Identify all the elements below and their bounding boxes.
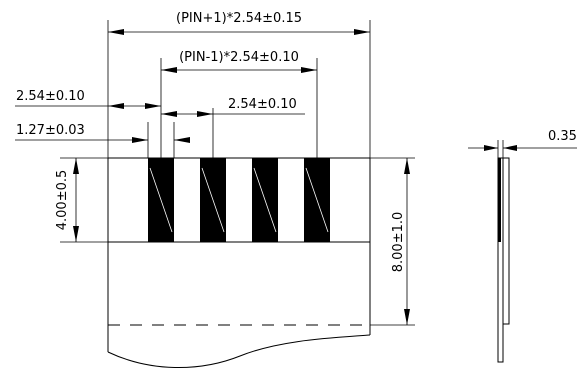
dim-overall-width: (PIN+1)*2.54±0.15: [108, 11, 370, 35]
cable-front-view: [107, 157, 371, 368]
pad-width-label: 1.27±0.03: [16, 123, 85, 138]
dim-pad-width: 1.27±0.03: [15, 123, 190, 143]
overall-width-label: (PIN+1)*2.54±0.15: [176, 11, 302, 26]
contact-pad-2: [200, 158, 226, 242]
side-view-stiffener: [502, 157, 510, 325]
cable-side-view: 0.35: [468, 129, 577, 363]
dim-contact-length: 8.00±1.0: [391, 158, 410, 325]
contact-pad-3: [252, 158, 278, 242]
side-view-contact: [498, 158, 501, 242]
contact-length-label: 8.00±1.0: [391, 212, 406, 273]
extension-lines: [60, 20, 415, 326]
pad-span-label: (PIN-1)*2.54±0.10: [179, 50, 299, 65]
cable-break-curve: [107, 334, 371, 368]
dim-edge-to-pad: 2.54±0.10: [15, 89, 161, 109]
contact-pad-1: [148, 158, 174, 242]
pad-pitch-label: 2.54±0.10: [228, 97, 297, 112]
thickness-label: 0.35: [548, 129, 577, 144]
contact-pads: [148, 158, 330, 242]
pad-length-label: 4.00±0.5: [55, 170, 70, 231]
dim-pad-length: 4.00±0.5: [55, 158, 79, 242]
contact-pad-4: [304, 158, 330, 242]
dim-pad-pitch: 2.54±0.10: [161, 97, 305, 117]
dim-pad-span: (PIN-1)*2.54±0.10: [161, 50, 317, 73]
edge-to-pad-label: 2.54±0.10: [16, 89, 85, 104]
